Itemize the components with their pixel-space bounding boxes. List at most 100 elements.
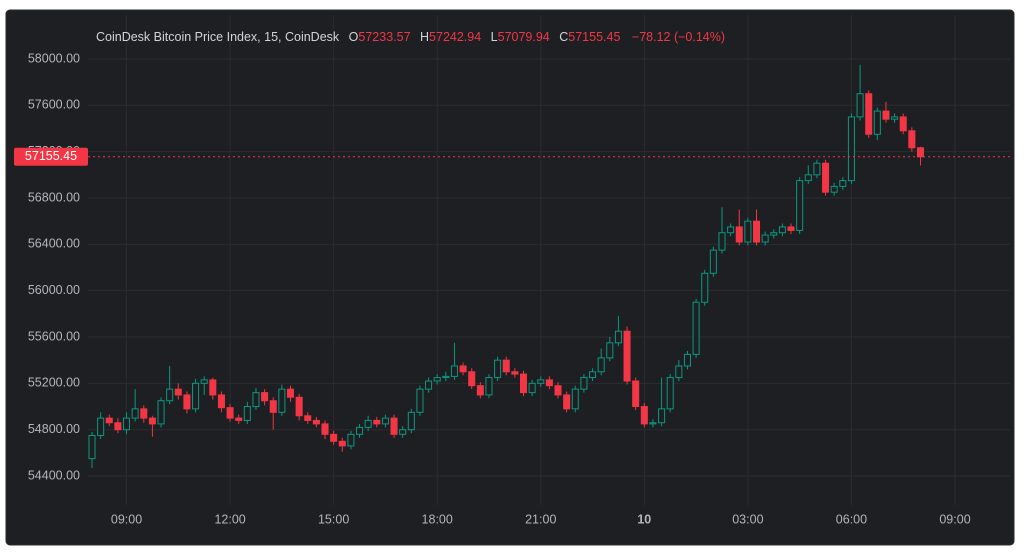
candle-body: [425, 380, 433, 390]
candle-body: [88, 434, 96, 460]
candle-body: [416, 388, 424, 413]
x-tick-label: 15:00: [318, 512, 349, 526]
price-tag-label: 57155.45: [25, 149, 77, 163]
y-tick-label: 57600.00: [28, 98, 80, 112]
candle-body: [683, 353, 691, 367]
candle-body: [347, 433, 355, 447]
candle-body: [148, 417, 156, 425]
candle-body: [114, 422, 122, 431]
candle-body: [166, 388, 174, 402]
candle-body: [623, 330, 631, 382]
candle-body: [217, 394, 225, 409]
header: CoinDesk Bitcoin Price Index, 15, CoinDe…: [96, 30, 725, 44]
ohlc-label: L: [491, 30, 498, 44]
candle-body: [796, 180, 804, 231]
ohlc-value: 57242.94: [429, 30, 481, 44]
y-tick-label: 58000.00: [28, 51, 80, 65]
x-tick-label: 21:00: [525, 512, 556, 526]
candles: [88, 64, 1010, 468]
candle-body: [701, 272, 709, 303]
candle-body: [338, 440, 346, 447]
candle-body: [537, 379, 545, 384]
candle-body: [485, 377, 493, 396]
candle-body: [433, 377, 441, 382]
candle-body: [381, 417, 389, 425]
candle-body: [718, 232, 726, 251]
ohlc-label: O: [349, 30, 359, 44]
candle-body: [666, 377, 674, 410]
candle-body: [174, 388, 182, 396]
candle-body: [761, 234, 769, 243]
labels: 54400.00 54800.00 55200.00 55600.00 56000.00…: [14, 51, 971, 526]
candle-body: [847, 116, 855, 182]
price-tag: [14, 147, 88, 166]
candle-body: [321, 423, 329, 435]
candle-body: [468, 371, 476, 387]
candle-body: [770, 232, 778, 236]
x-tick-label: 09:00: [939, 512, 970, 526]
candle-body: [873, 110, 881, 135]
candle-body: [131, 408, 139, 419]
candle-body: [545, 379, 553, 387]
candle-body: [606, 342, 614, 359]
candle-body: [640, 406, 648, 425]
candle-body: [261, 392, 269, 402]
x-tick-label: 12:00: [214, 512, 245, 526]
candle-body: [519, 373, 528, 394]
y-tick-label: 56400.00: [28, 237, 80, 251]
candle-body: [709, 249, 717, 274]
candle-body: [399, 429, 407, 435]
candle-body: [390, 417, 398, 435]
candle-body: [649, 422, 657, 425]
candle-body: [899, 116, 907, 132]
candle-body: [286, 388, 295, 398]
candle-body: [692, 301, 700, 355]
candle-body: [658, 408, 666, 424]
candle-body: [235, 417, 243, 421]
candle-body: [304, 415, 312, 421]
candle-body: [752, 220, 761, 243]
x-tick-label: 18:00: [422, 512, 453, 526]
candle-body: [269, 400, 277, 413]
ohlc-value: 57079.94: [498, 30, 550, 44]
candle-body: [295, 396, 303, 417]
y-tick-label: 56800.00: [28, 190, 80, 204]
candle-body: [778, 226, 786, 234]
candle-body: [183, 394, 191, 410]
x-tick-label: 06:00: [836, 512, 867, 526]
candle-body: [675, 365, 683, 379]
change-label: −78.12 (−0.14%): [632, 30, 725, 44]
candle-body: [571, 388, 579, 410]
candle-body: [865, 93, 873, 135]
candle-body: [830, 185, 838, 193]
candle-body: [459, 365, 467, 373]
x-tick-label: 03:00: [732, 512, 763, 526]
ohlc-label: H: [420, 30, 429, 44]
ohlc-label: C: [559, 30, 568, 44]
ohlc-value: 57155.45: [568, 30, 620, 44]
y-tick-label: 56000.00: [28, 283, 80, 297]
candle-body: [105, 417, 113, 424]
candle-body: [312, 419, 320, 425]
candle-body: [735, 226, 743, 243]
candle-body: [787, 226, 795, 231]
candle-body: [192, 382, 200, 410]
candle-body: [356, 426, 364, 435]
candle-body: [632, 380, 640, 408]
candle-body: [804, 174, 812, 182]
y-tick-label: 55200.00: [28, 376, 80, 390]
candle-body: [157, 400, 165, 425]
panel: [5, 9, 1015, 546]
candle-body: [494, 359, 502, 379]
candle-body: [278, 388, 286, 413]
candle-body: [597, 357, 605, 373]
candle-body: [813, 162, 821, 176]
candle-body: [243, 406, 251, 421]
candle-body: [744, 220, 752, 243]
candle-body: [476, 385, 484, 396]
candle-body: [252, 392, 260, 408]
candle-body: [330, 433, 338, 442]
candle-body: [822, 162, 830, 193]
candle-body: [122, 417, 131, 431]
